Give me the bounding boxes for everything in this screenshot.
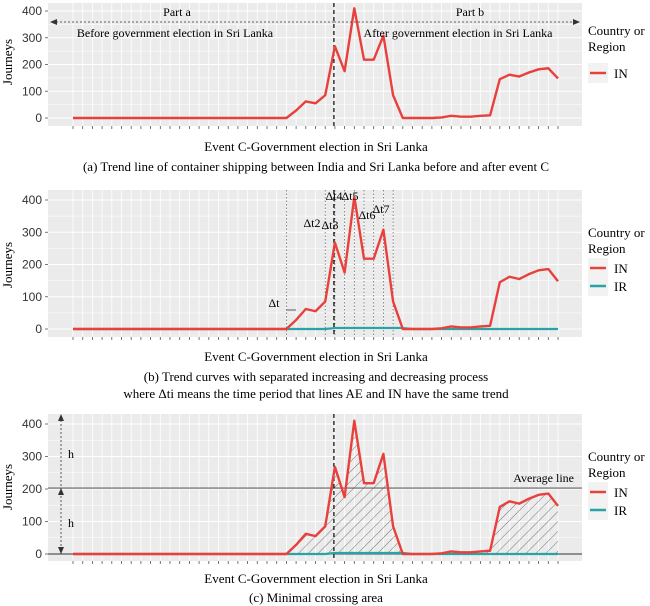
y-axis-title-b: Journeys: [0, 242, 15, 288]
x-axis-title-c: Event C-Government election in Sri Lanka: [204, 571, 428, 586]
y-tick-label: 200: [22, 258, 42, 272]
legend-title-b: Country or: [588, 225, 645, 240]
after-election-label: After government election in Sri Lanka: [364, 26, 554, 40]
h-lower-label: h: [68, 516, 74, 530]
svg-text:IR: IR: [614, 279, 627, 294]
plot-background-b: [48, 190, 582, 337]
caption-c: (c) Minimal crossing area: [249, 590, 383, 605]
y-tick-labels-b: 0 100 200 300 400: [22, 193, 48, 336]
h-arrowhead-top: [58, 414, 64, 421]
x-ticks-c: [72, 561, 559, 564]
caption-a: (a) Trend line of container shipping bet…: [83, 159, 549, 174]
delta-t7-label: Δt7: [372, 202, 389, 216]
y-tick-label: 200: [22, 482, 42, 496]
svg-text:IR: IR: [614, 503, 627, 518]
svg-text:IN: IN: [614, 66, 628, 81]
x-axis-title-a: Event C-Government election in Sri Lanka: [204, 139, 428, 154]
y-tick-label: 0: [35, 322, 42, 336]
legend-item-in-b: IN: [588, 258, 628, 278]
h-upper-label: h: [68, 447, 74, 461]
legend-title-c-line2: Region: [588, 465, 626, 480]
y-tick-label: 300: [22, 225, 42, 239]
y-tick-label: 100: [22, 515, 42, 529]
part-a-label: Part a: [163, 5, 191, 19]
delta-t-guides: [286, 190, 394, 337]
legend-title-a: Country or: [588, 23, 645, 38]
y-axis-title-a: Journeys: [0, 39, 15, 85]
y-tick-label: 400: [22, 4, 42, 18]
h-arrowhead-bottom: [58, 547, 64, 554]
series-c: [72, 419, 559, 556]
chart-panel-a: 0 100 200 300 400 Part a Part b Before gover…: [0, 3, 645, 174]
y-tick-label: 300: [22, 31, 42, 45]
y-axis-title-c: Journeys: [0, 464, 15, 510]
series-b: [72, 195, 559, 331]
legend-title-b-line2: Region: [588, 241, 626, 256]
gridlines-b: [48, 190, 582, 337]
legend-item-ir-c: IR: [588, 500, 627, 520]
h-arrowhead-mid: [58, 488, 64, 496]
delta-t-label: Δt: [268, 296, 280, 310]
crossing-area-hatch: [286, 420, 558, 554]
delta-t-labels: Δt Δt2 Δt3 Δt4 Δt5 Δt6 Δt7: [268, 189, 389, 310]
x-ticks-b: [72, 337, 559, 340]
y-tick-label: 0: [35, 111, 42, 125]
y-tick-label: 0: [35, 547, 42, 561]
y-tick-label: 100: [22, 290, 42, 304]
svg-text:IN: IN: [614, 485, 628, 500]
legend-item-ir-b: IR: [588, 276, 627, 296]
average-line-label: Average line: [513, 471, 574, 485]
svg-text:IN: IN: [614, 261, 628, 276]
caption-b-line1: (b) Trend curves with separated increasi…: [144, 369, 488, 384]
delta-t6-label: Δt6: [358, 208, 375, 222]
arrowhead-left: [50, 19, 57, 25]
delta-t2-label: Δt2: [303, 216, 320, 230]
arrowhead-right: [573, 19, 580, 25]
caption-b-line2: where Δti means the time period that lin…: [123, 386, 509, 401]
y-tick-label: 400: [22, 193, 42, 207]
legend-title-a-line2: Region: [588, 39, 626, 54]
delta-t4-label: Δt4: [325, 189, 342, 203]
legend-item-in-a: IN: [588, 63, 628, 83]
gridlines-a: [48, 3, 582, 126]
delta-t3-label: Δt3: [321, 218, 338, 232]
y-tick-label: 300: [22, 450, 42, 464]
legend-title-c: Country or: [588, 449, 645, 464]
series-a: [73, 7, 559, 120]
before-election-label: Before government election in Sri Lanka: [77, 26, 274, 40]
chart-panel-b: 0 100 200 300 400 Δt Δt2 Δt3 Δt4 Δt5 Δt6 Δt7…: [0, 189, 645, 401]
y-tick-label: 100: [22, 84, 42, 98]
x-ticks-a: [72, 126, 559, 129]
x-axis-title-b: Event C-Government election in Sri Lanka: [204, 349, 428, 364]
delta-t5-label: Δt5: [341, 189, 358, 203]
y-tick-label: 200: [22, 58, 42, 72]
y-tick-labels-a: 0 100 200 300 400: [22, 4, 48, 125]
legend-item-in-c: IN: [588, 482, 628, 502]
y-tick-labels-c: 0 100 200 300 400: [22, 417, 48, 561]
y-tick-label: 400: [22, 417, 42, 431]
series-line-in: [73, 7, 559, 120]
part-b-label: Part b: [456, 5, 484, 19]
